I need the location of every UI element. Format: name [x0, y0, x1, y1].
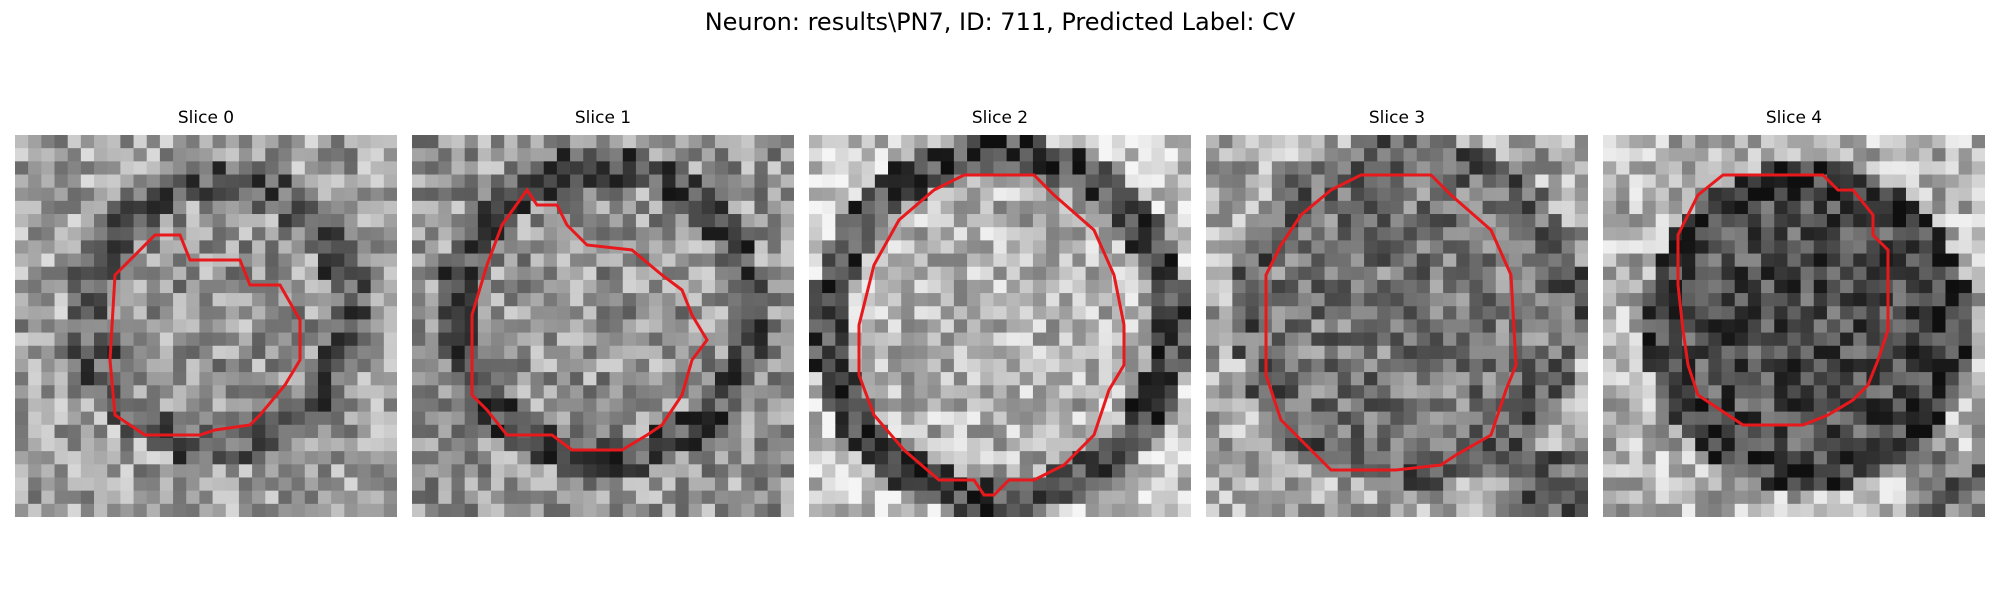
segmentation-contour — [857, 173, 1126, 497]
grayscale-pixels — [15, 135, 397, 517]
slice-panel-3: Slice 3 — [1206, 107, 1588, 517]
grayscale-pixels — [809, 135, 1191, 517]
figure-title: Neuron: results\PN7, ID: 711, Predicted … — [704, 8, 1296, 36]
segmentation-contour — [108, 233, 302, 437]
slice-image — [1603, 135, 1985, 517]
slice-image — [809, 135, 1191, 517]
grayscale-pixels — [1603, 135, 1985, 517]
segmentation-contour — [1676, 173, 1890, 427]
slice-title: Slice 3 — [1368, 108, 1426, 128]
grayscale-pixels — [1206, 135, 1588, 517]
slice-panel-2: Slice 2 — [809, 107, 1191, 517]
slice-image — [15, 135, 397, 517]
slice-image — [412, 135, 794, 517]
slice-panel-4: Slice 4 — [1603, 107, 1985, 517]
segmentation-contour — [1264, 173, 1518, 472]
segmentation-contour — [470, 187, 709, 452]
slice-title: Slice 1 — [574, 108, 632, 128]
slice-title: Slice 2 — [971, 108, 1029, 128]
slice-title: Slice 0 — [177, 108, 235, 128]
slice-panel-0: Slice 0 — [15, 107, 397, 517]
slice-title: Slice 4 — [1765, 108, 1823, 128]
grayscale-pixels — [412, 135, 794, 517]
slice-panel-1: Slice 1 — [412, 107, 794, 517]
slice-image — [1206, 135, 1588, 517]
